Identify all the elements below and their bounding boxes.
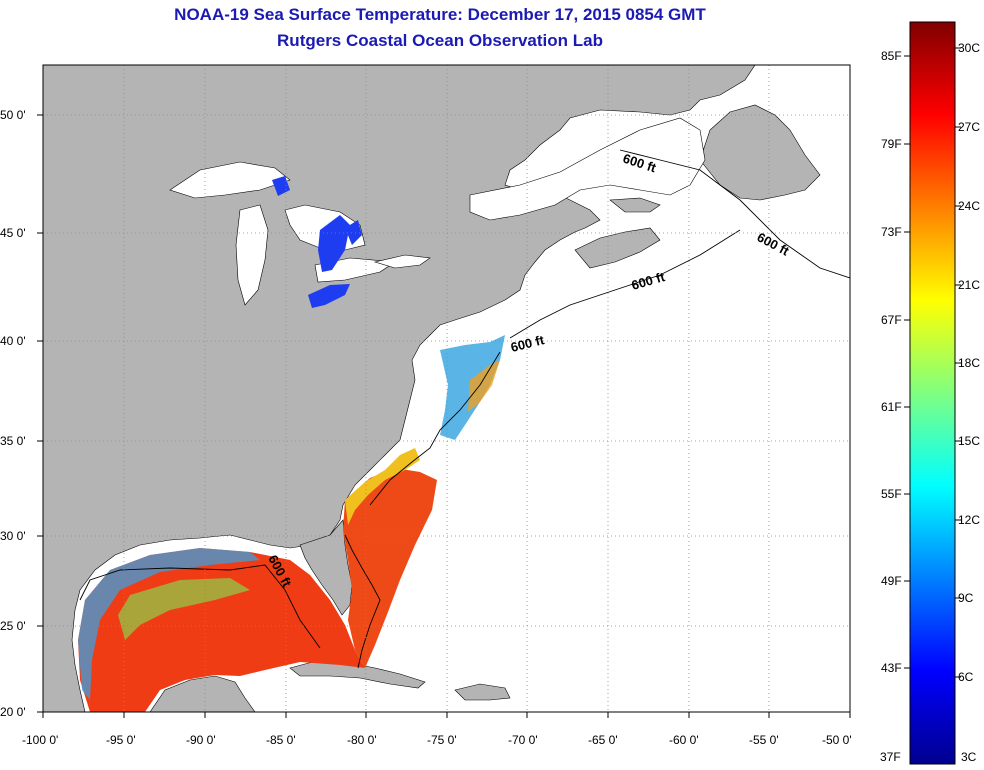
sst-gulf-shelf-green bbox=[118, 578, 250, 640]
colorbar-f-label: 79F bbox=[881, 137, 902, 151]
colorbar-ticks bbox=[904, 47, 961, 678]
x-tick-label: -95 0' bbox=[106, 733, 136, 747]
sst-lake-blue-3 bbox=[272, 176, 290, 196]
y-tick-label: 25 0' bbox=[0, 619, 26, 633]
x-tick-label: -55 0' bbox=[749, 733, 779, 747]
land-hispaniola bbox=[454, 683, 511, 701]
colorbar-c-label: 12C bbox=[958, 513, 981, 527]
gulf-st-lawrence bbox=[469, 117, 706, 221]
colorbar-c-label: 6C bbox=[958, 670, 974, 684]
isobath-contours bbox=[79, 149, 850, 669]
x-tick-label: -100 0' bbox=[22, 733, 59, 747]
colorbar-c-label: 15C bbox=[958, 434, 981, 448]
sst-carolina-shelf bbox=[345, 448, 420, 525]
colorbar-f-label: 67F bbox=[881, 313, 902, 327]
map-title: NOAA-19 Sea Surface Temperature: Decembe… bbox=[174, 5, 706, 24]
colorbar-c-label: 30C bbox=[958, 41, 981, 55]
colorbar-f-label: 85F bbox=[881, 49, 902, 63]
y-tick-label: 20 0' bbox=[0, 705, 26, 719]
y-tick-label: 35 0' bbox=[0, 434, 26, 448]
colorbar-c-label: 18C bbox=[958, 356, 981, 370]
x-tick-label: -75 0' bbox=[427, 733, 457, 747]
land-pei bbox=[609, 197, 661, 213]
land-newfoundland bbox=[699, 104, 821, 201]
sst-lake-blue-2 bbox=[308, 284, 350, 308]
colorbar-f-label: 37F bbox=[880, 750, 901, 764]
colorbar-c-label: 9C bbox=[958, 591, 974, 605]
map-subtitle: Rutgers Coastal Ocean Observation Lab bbox=[277, 31, 603, 50]
sst-lake-blue-1 bbox=[318, 215, 350, 272]
sst-mid-atlantic-warm bbox=[468, 360, 500, 412]
land-nova-scotia bbox=[574, 227, 661, 269]
y-tick-label: 45 0' bbox=[0, 226, 26, 240]
colorbar-c-label: 24C bbox=[958, 199, 981, 213]
land-north-america bbox=[43, 65, 756, 712]
colorbar-f-label: 55F bbox=[881, 487, 902, 501]
x-tick-label: -90 0' bbox=[186, 733, 216, 747]
y-tick-label: 30 0' bbox=[0, 529, 26, 543]
colorbar-f-label: 73F bbox=[881, 225, 902, 239]
sst-atlantic-swath bbox=[343, 468, 437, 668]
colorbar-f-label: 49F bbox=[881, 574, 902, 588]
y-tick-label: 50 0' bbox=[0, 108, 26, 122]
x-tick-label: -85 0' bbox=[266, 733, 296, 747]
x-tick-label: -50 0' bbox=[822, 733, 852, 747]
x-tick-label: -65 0' bbox=[588, 733, 618, 747]
sst-lake-blue-4 bbox=[345, 220, 362, 245]
colorbar-f-label: 43F bbox=[881, 661, 902, 675]
y-tick-label: 40 0' bbox=[0, 334, 26, 348]
sst-gulf-of-mexico bbox=[78, 548, 365, 712]
colorbar-f-label: 61F bbox=[881, 400, 902, 414]
sst-gulf-shelf-cool bbox=[78, 548, 260, 700]
land-yucatan bbox=[149, 675, 256, 712]
graticule bbox=[43, 65, 850, 712]
colorbar-c-label: 3C bbox=[961, 750, 977, 764]
x-tick-label: -70 0' bbox=[508, 733, 538, 747]
colorbar-c-label: 21C bbox=[958, 278, 981, 292]
x-tick-label: -60 0' bbox=[669, 733, 699, 747]
axis-ticks bbox=[37, 114, 851, 718]
colorbar bbox=[909, 21, 956, 765]
x-tick-label: -80 0' bbox=[347, 733, 377, 747]
colorbar-c-label: 27C bbox=[958, 120, 981, 134]
